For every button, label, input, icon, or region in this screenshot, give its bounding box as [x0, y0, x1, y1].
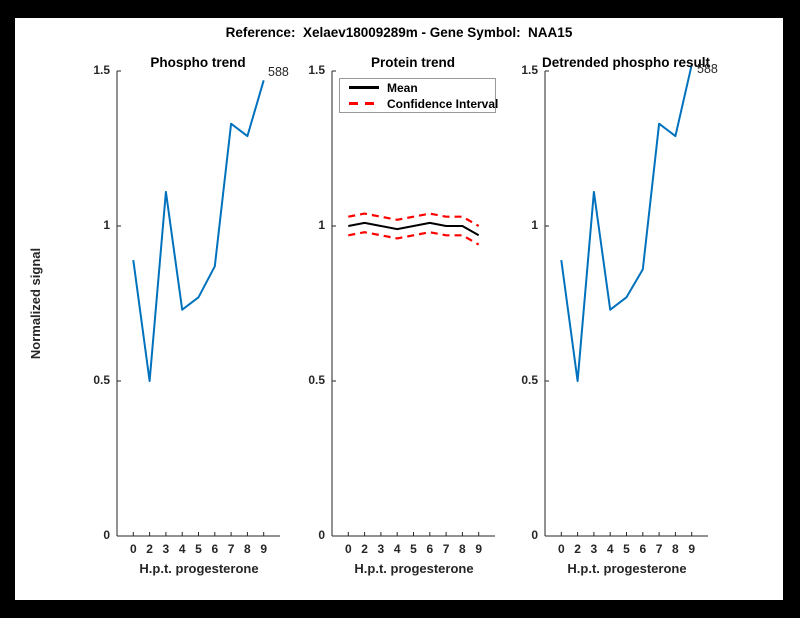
- x-tick-label: 0: [129, 542, 137, 556]
- y-tick-label: 1.5: [93, 63, 110, 77]
- series-line-detrended-phospho-signal: [560, 64, 693, 382]
- x-tick-label: 4: [178, 542, 186, 556]
- legend-label-confidence-interval: Confidence Interval: [387, 96, 499, 111]
- x-tick-label: 5: [623, 542, 630, 556]
- figure-title: Reference: Xelaev18009289m - Gene Symbol…: [225, 25, 573, 40]
- x-tick-label: 6: [426, 542, 434, 556]
- y-tick-label: 0: [318, 528, 325, 542]
- x-tick-label: 8: [244, 542, 251, 556]
- x-tick-label: 0: [557, 542, 565, 556]
- series-line-phospho-signal: [132, 80, 265, 382]
- y-tick-label: 0.5: [93, 373, 110, 387]
- y-tick-label: 0: [103, 528, 110, 542]
- x-tick-label: 2: [361, 542, 368, 556]
- x-tick-label: 9: [260, 542, 268, 556]
- confidence-interval-line-sample-icon: [349, 102, 379, 105]
- x-tick-label: 9: [688, 542, 696, 556]
- x-tick-label: 6: [211, 542, 219, 556]
- y-axis-label: Normalized signal: [28, 247, 43, 360]
- x-tick-label: 5: [410, 542, 417, 556]
- y-tick-label: 0.5: [308, 373, 325, 387]
- mean-line-sample-icon: [349, 86, 379, 89]
- x-tick-label: 4: [606, 542, 614, 556]
- x-tick-label: 4: [393, 542, 401, 556]
- x-tick-label: 8: [672, 542, 679, 556]
- legend-label-mean: Mean: [387, 80, 418, 95]
- figure-canvas: Reference: Xelaev18009289m - Gene Symbol…: [15, 18, 783, 600]
- subplot-title-phospho-trend: Phospho trend: [150, 55, 246, 70]
- annotation-588-subplot-1: 588: [268, 65, 289, 79]
- y-tick-label: 1: [531, 218, 538, 232]
- legend-box: Mean Confidence Interval: [339, 78, 499, 113]
- x-tick-label: 5: [195, 542, 202, 556]
- x-tick-label: 2: [146, 542, 153, 556]
- legend-entry-mean: Mean: [349, 80, 495, 95]
- y-tick-label: 0.5: [521, 373, 538, 387]
- x-tick-label: 3: [377, 542, 385, 556]
- y-tick-label: 1.5: [308, 63, 325, 77]
- y-tick-label: 1: [103, 218, 110, 232]
- subplot-title-detrended-phospho-result: Detrended phospho result: [541, 55, 711, 70]
- annotation-588-subplot-3: 588: [697, 62, 718, 76]
- x-tick-label: 3: [590, 542, 598, 556]
- x-axis-label-subplot-1: H.p.t. progesterone: [139, 561, 259, 576]
- x-tick-label: 3: [162, 542, 170, 556]
- x-axis-label-subplot-2: H.p.t. progesterone: [354, 561, 474, 576]
- series-line-confidence-interval-lower: [348, 231, 480, 246]
- series-line-confidence-interval-upper: [348, 212, 480, 227]
- subplot-title-protein-trend: Protein trend: [370, 55, 456, 70]
- x-tick-label: 6: [639, 542, 647, 556]
- x-tick-label: 8: [459, 542, 466, 556]
- y-tick-label: 0: [531, 528, 538, 542]
- y-tick-label: 1.5: [521, 63, 538, 77]
- y-tick-label: 1: [318, 218, 325, 232]
- x-tick-label: 2: [574, 542, 581, 556]
- series-line-mean: [348, 221, 480, 237]
- legend-entry-confidence-interval: Confidence Interval: [349, 96, 499, 111]
- x-tick-label: 7: [227, 542, 235, 556]
- x-tick-label: 0: [344, 542, 352, 556]
- x-tick-label: 7: [655, 542, 663, 556]
- x-axis-label-subplot-3: H.p.t. progesterone: [567, 561, 687, 576]
- x-tick-label: 9: [475, 542, 483, 556]
- x-tick-label: 7: [442, 542, 450, 556]
